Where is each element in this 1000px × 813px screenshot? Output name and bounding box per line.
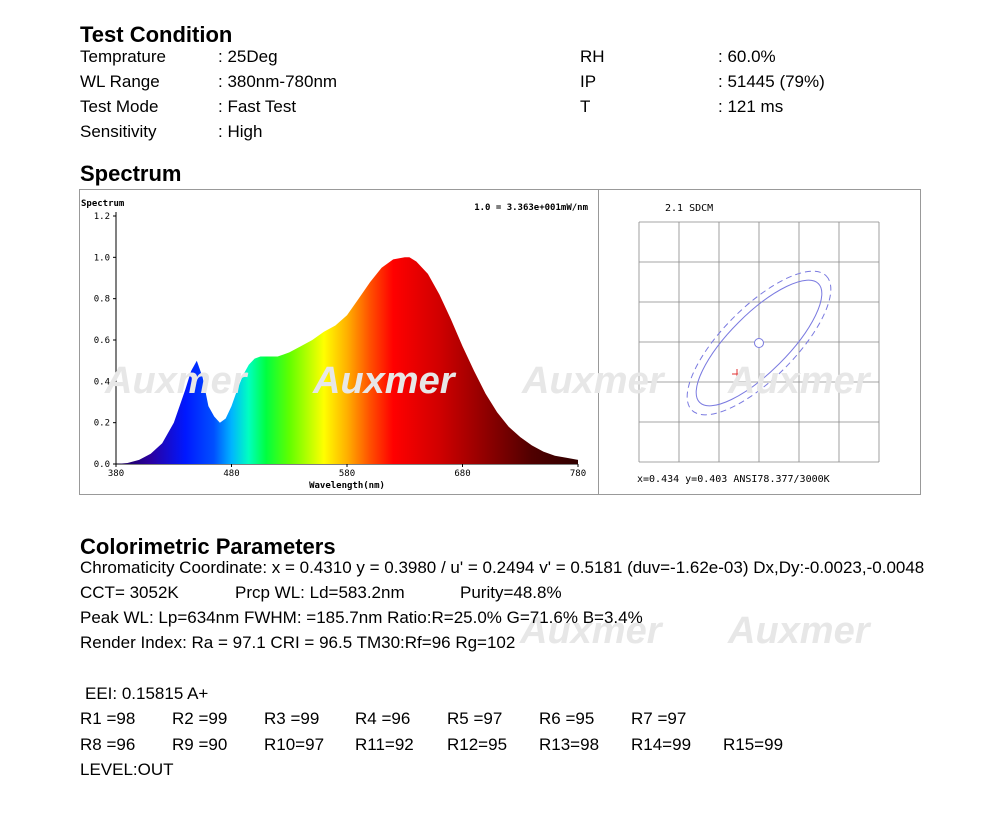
watermark: Auxmer: [105, 360, 247, 402]
condition-value: : 51445 (79%): [718, 72, 825, 91]
y-tick-label: 0.8: [94, 295, 110, 305]
render-index-value: R14=99: [631, 735, 692, 754]
watermark: Auxmer: [522, 360, 664, 402]
section-title-spectrum: Spectrum: [80, 161, 182, 186]
y-tick-label: 0.4: [94, 377, 110, 387]
render-index-value: R13=98: [539, 735, 600, 754]
eei-value: EEI: 0.15815 A+: [85, 684, 209, 703]
condition-label: Test Mode: [80, 97, 159, 116]
prcp-wl-value: Prcp WL: Ld=583.2nm: [235, 583, 405, 602]
peak-wl-line: Peak WL: Lp=634nm FWHM: =185.7nm Ratio:R…: [80, 608, 643, 627]
x-tick-label: 780: [570, 469, 586, 479]
spectrum-panel: 0.0 0.2 0.4 0.6 0.8 1.0 1.2 380 480 580 680 780 Spec…: [79, 189, 600, 495]
chromaticity-line: Chromaticity Coordinate: x = 0.4310 y = …: [80, 558, 925, 577]
render-index-value: R2 =99: [172, 709, 228, 728]
y-tick-label: 1.0: [94, 253, 110, 263]
condition-label: Temprature: [80, 47, 166, 66]
x-tick-label: 680: [454, 469, 470, 479]
sdcm-chart: 2.1 SDCM x=0.434 y=0.403 ANSI78.377/3000K: [637, 203, 880, 485]
y-tick-label: 0.2: [94, 419, 110, 429]
section-title-colorimetric: Colorimetric Parameters: [80, 534, 336, 559]
y-tick-label: 0.0: [94, 460, 110, 470]
scale-note: 1.0 = 3.363e+001mW/nm: [474, 203, 588, 213]
y-tick-label: 1.2: [94, 212, 110, 222]
render-index-value: R15=99: [723, 735, 784, 754]
cct-value: CCT= 3052K: [80, 583, 179, 602]
render-index-value: R8 =96: [80, 735, 136, 754]
y-tick-label: 0.6: [94, 336, 110, 346]
sdcm-inner-ellipse: [695, 279, 823, 407]
render-index-value: R11=92: [355, 735, 414, 754]
x-tick-label: 480: [223, 469, 239, 479]
condition-value: : 121 ms: [718, 97, 784, 116]
section-title-test-condition: Test Condition: [80, 22, 233, 47]
purity-value: Purity=48.8%: [460, 583, 562, 602]
spectrum-chart: 0.0 0.2 0.4 0.6 0.8 1.0 1.2 380 480 580 680 780 Spec…: [81, 199, 589, 491]
sdcm-outer-ellipse: [686, 270, 832, 416]
watermark: Auxmer: [728, 610, 870, 652]
render-index-value: R9 =90: [172, 735, 228, 754]
render-index-value: R3 =99: [264, 709, 320, 728]
condition-value: : 60.0%: [718, 47, 776, 66]
sdcm-center: [754, 338, 764, 348]
condition-label: WL Range: [80, 72, 160, 91]
condition-label: IP: [580, 72, 597, 91]
x-tick-label: 380: [108, 469, 124, 479]
condition-value: : High: [218, 122, 263, 141]
sdcm-panel: 2.1 SDCM x=0.434 y=0.403 ANSI78.377/3000K: [598, 189, 921, 495]
x-axis-label: Wavelength(nm): [309, 481, 385, 491]
condition-label: RH: [580, 47, 605, 66]
render-index-value: R6 =95: [539, 709, 595, 728]
y-axis-label: Spectrum: [81, 199, 125, 209]
condition-value: : 25Deg: [218, 47, 278, 66]
render-index-value: R4 =96: [355, 709, 411, 728]
render-index-line: Render Index: Ra = 97.1 CRI = 96.5 TM30:…: [80, 633, 516, 652]
condition-label: T: [580, 97, 591, 116]
condition-value: : Fast Test: [218, 97, 297, 116]
render-index-value: R12=95: [447, 735, 508, 754]
condition-label: Sensitivity: [80, 122, 157, 141]
spectrum-area: [116, 257, 578, 464]
sdcm-title: 2.1 SDCM: [665, 203, 713, 214]
condition-value: : 380nm-780nm: [218, 72, 338, 91]
watermark: Auxmer: [520, 610, 662, 652]
x-tick-label: 580: [339, 469, 355, 479]
level-value: LEVEL:OUT: [80, 760, 174, 779]
render-index-value: R5 =97: [447, 709, 503, 728]
render-index-value: R1 =98: [80, 709, 136, 728]
sdcm-footer: x=0.434 y=0.403 ANSI78.377/3000K: [637, 474, 830, 485]
watermark: Auxmer: [313, 360, 455, 402]
watermark: Auxmer: [728, 360, 870, 402]
render-index-value: R7 =97: [631, 709, 687, 728]
render-index-value: R10=97: [264, 735, 325, 754]
